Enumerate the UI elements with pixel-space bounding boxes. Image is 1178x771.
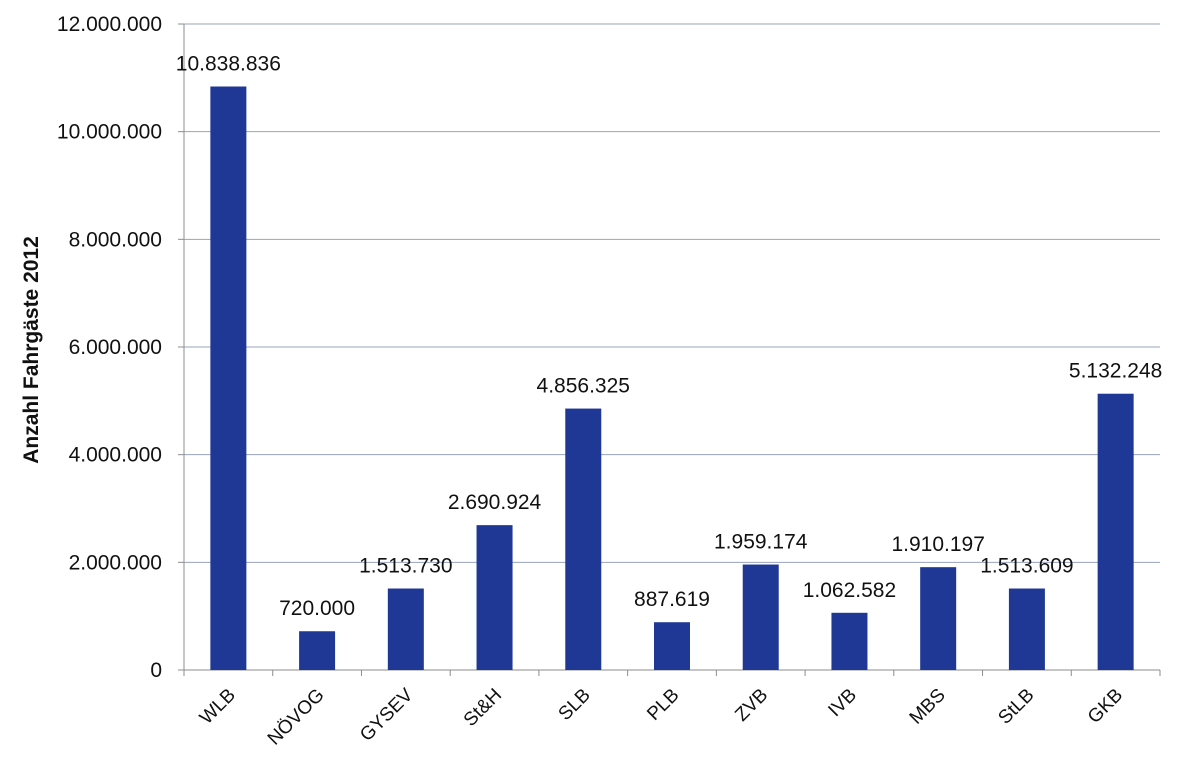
data-label: 720.000 <box>279 597 355 620</box>
y-tick-label: 2.000.000 <box>69 551 162 574</box>
x-tick-label: WLB <box>196 685 240 729</box>
x-tick-label: StLB <box>994 685 1038 729</box>
data-label: 887.619 <box>634 588 710 611</box>
x-tick-label: PLB <box>643 685 683 725</box>
y-tick-labels: 0 2.000.000 4.000.000 6.000.000 8.000.000 10.… <box>57 13 162 682</box>
bar <box>565 408 602 670</box>
data-label: 10.838.836 <box>176 53 281 76</box>
bar <box>742 564 779 670</box>
x-tick-label: GKB <box>1084 685 1127 728</box>
bars <box>210 86 1134 670</box>
y-tick-label: 10.000.000 <box>57 121 162 144</box>
bar <box>831 612 868 670</box>
x-tick-labels: WLB NÖVOG GYSEV St&H SLB PLB ZVB IVB MBS StLB GKB <box>196 684 1127 749</box>
y-tick-label: 4.000.000 <box>69 444 162 467</box>
data-label: 1.959.174 <box>714 531 808 554</box>
bar <box>1008 588 1045 670</box>
bar <box>1097 393 1134 670</box>
bar <box>654 622 690 670</box>
axes <box>178 23 1161 676</box>
bar <box>920 567 957 670</box>
x-tick-label: IVB <box>824 685 861 722</box>
x-tick-label: MBS <box>906 685 950 729</box>
bar <box>476 525 513 670</box>
data-label: 1.910.197 <box>891 533 984 556</box>
y-axis-title: Anzahl Fahrgäste 2012 <box>20 236 43 464</box>
y-tick-label: 8.000.000 <box>69 228 162 251</box>
bar <box>299 631 336 670</box>
data-label: 1.062.582 <box>803 579 896 602</box>
gridlines <box>184 23 1160 563</box>
x-tick-label: NÖVOG <box>264 685 329 750</box>
data-label: 1.513.730 <box>359 555 452 578</box>
x-tick-label: ZVB <box>731 685 772 726</box>
y-tick-label: 6.000.000 <box>69 336 162 359</box>
bar <box>210 86 247 670</box>
bar <box>387 588 424 670</box>
x-tick-label: St&H <box>460 685 506 731</box>
y-tick-label: 12.000.000 <box>57 13 162 36</box>
y-tick-label: 0 <box>150 659 162 682</box>
data-label: 1.513.609 <box>980 555 1073 578</box>
x-tick-label: GYSEV <box>356 684 417 745</box>
x-tick-label: SLB <box>555 685 595 725</box>
data-label: 4.856.325 <box>537 375 630 398</box>
data-label: 5.132.248 <box>1069 360 1162 383</box>
data-label: 2.690.924 <box>448 491 542 514</box>
